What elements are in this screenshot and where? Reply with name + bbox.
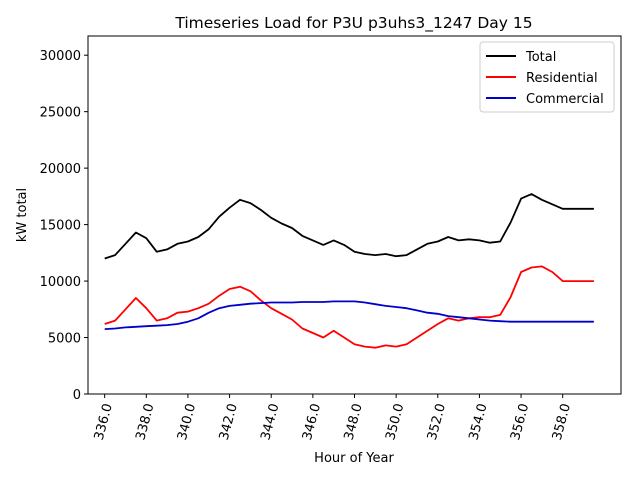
series-line-commercial (104, 300, 594, 330)
series-line-total (104, 193, 594, 260)
x-axis-title: Hour of Year (314, 451, 394, 466)
y-tick-label: 25000 (40, 106, 81, 121)
y-axis-title: kW total (15, 188, 30, 242)
legend: Total Residential Commercial (479, 41, 615, 113)
y-tick-label: 15000 (40, 219, 81, 234)
y-tick-label: 0 (73, 388, 81, 403)
y-tick-label: 10000 (40, 275, 81, 290)
legend-entry-commercial: Commercial (486, 92, 604, 107)
series-layer (104, 193, 594, 349)
y-tick-label: 20000 (40, 162, 81, 177)
legend-entry-residential: Residential (486, 71, 598, 86)
y-axis: 0 5000 10000 15000 20000 25000 30000 (40, 49, 88, 403)
series-line-residential (104, 265, 594, 349)
y-tick-label: 30000 (40, 49, 81, 64)
legend-label-residential: Residential (526, 71, 598, 86)
legend-label-total: Total (525, 50, 556, 65)
legend-label-commercial: Commercial (526, 92, 604, 107)
y-tick-label: 5000 (48, 332, 81, 347)
legend-entry-total: Total (486, 50, 556, 65)
chart-title: Timeseries Load for P3U p3uhs3_1247 Day … (174, 14, 532, 33)
legend-box (479, 41, 615, 113)
